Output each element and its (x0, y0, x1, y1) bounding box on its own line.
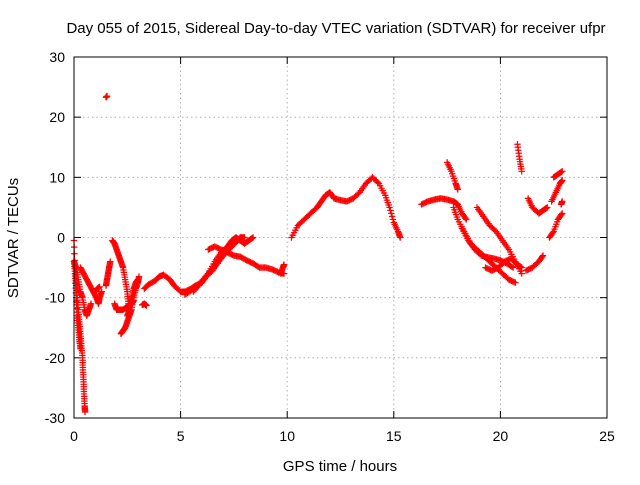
series-arc-22h-c (550, 168, 566, 181)
data-point (249, 234, 257, 241)
series-arc-21h-low (522, 252, 547, 274)
data-point (509, 264, 517, 271)
x-axis-ticks: 0 5 10 15 20 25 (70, 57, 615, 444)
series-arc-17-5h (443, 159, 461, 193)
data-point (98, 288, 105, 295)
y-tick-label: 30 (49, 49, 65, 65)
data-point (518, 168, 525, 175)
data-point (388, 213, 396, 220)
data-point (374, 178, 381, 186)
series-arc-22h-b (548, 177, 566, 205)
series-arc-10-15h (288, 174, 404, 241)
plot-frame (73, 56, 608, 419)
data-point (143, 302, 150, 309)
data-point (517, 263, 525, 271)
series-outlier (102, 92, 111, 101)
data-point (543, 204, 550, 212)
x-tick-label: 5 (177, 428, 185, 444)
y-tick-label: 10 (49, 169, 65, 185)
data-point (388, 210, 395, 217)
data-point (508, 263, 516, 270)
data-point (544, 204, 551, 211)
series-arc-19h-low (482, 255, 525, 274)
data-point (249, 234, 256, 242)
data-point (558, 168, 565, 176)
data-point (512, 279, 519, 286)
series-arc-early-a (70, 258, 89, 416)
series-arc-18h-b (458, 225, 517, 271)
data-points (70, 92, 566, 416)
data-point (134, 276, 142, 283)
data-point (558, 211, 565, 218)
series-arc-3h (139, 300, 150, 309)
data-point (135, 273, 143, 280)
data-point (559, 198, 566, 205)
data-point (387, 207, 394, 214)
data-point (103, 92, 111, 100)
data-point (280, 261, 288, 268)
series-arc-21-5h (524, 195, 551, 217)
x-tick-label: 0 (70, 428, 78, 444)
y-tick-label: -20 (45, 350, 65, 366)
data-point (559, 177, 566, 184)
series-arc-early-b (70, 258, 95, 319)
series-arc-2h-b (111, 297, 137, 313)
x-tick-label: 25 (599, 428, 615, 444)
chart-title: Day 055 of 2015, Sidereal Day-to-day VTE… (66, 20, 605, 37)
series-arc-22h-a (546, 210, 566, 241)
data-point (241, 234, 248, 241)
data-point (463, 216, 470, 223)
data-point (107, 258, 114, 265)
data-point (518, 264, 525, 271)
y-tick-label: -30 (45, 410, 65, 426)
series-arc-20-8h (514, 141, 525, 175)
y-tick-label: 20 (49, 109, 65, 125)
series-arc-16-18h (418, 195, 470, 223)
series-arc-2h-a (109, 237, 133, 316)
data-point (549, 229, 557, 236)
y-tick-label: -10 (45, 290, 65, 306)
series-arc-22-9h (557, 198, 566, 208)
data-point (454, 186, 461, 193)
data-point (559, 168, 566, 175)
x-tick-label: 20 (493, 428, 509, 444)
data-point (96, 283, 103, 291)
data-point (396, 234, 404, 241)
data-point (71, 263, 79, 271)
data-point (87, 300, 95, 307)
data-point (386, 204, 393, 211)
data-point (77, 345, 84, 353)
data-point (389, 216, 397, 223)
data-point (462, 215, 469, 222)
data-point (518, 270, 525, 277)
data-point (539, 252, 547, 259)
series-arc-9-8h (277, 261, 288, 277)
series-arc-2h-d (124, 276, 142, 319)
series-arc-1-5h (102, 258, 114, 289)
data-point (538, 253, 546, 260)
series-arc-main-5 (220, 234, 257, 259)
x-tick-label: 15 (386, 428, 402, 444)
y-tick-label: 0 (57, 230, 65, 246)
y-axis-ticks: -30 -20 -10 0 10 20 30 (45, 49, 607, 426)
x-axis-label: GPS time / hours (283, 458, 397, 475)
y-axis-label: SDTVAR / TECUs (5, 178, 22, 298)
series-arc-early-e (92, 283, 103, 295)
x-tick-label: 10 (279, 428, 295, 444)
data-point (559, 210, 566, 217)
data-point (510, 278, 518, 286)
data-point (71, 257, 78, 264)
data-point (81, 408, 89, 416)
